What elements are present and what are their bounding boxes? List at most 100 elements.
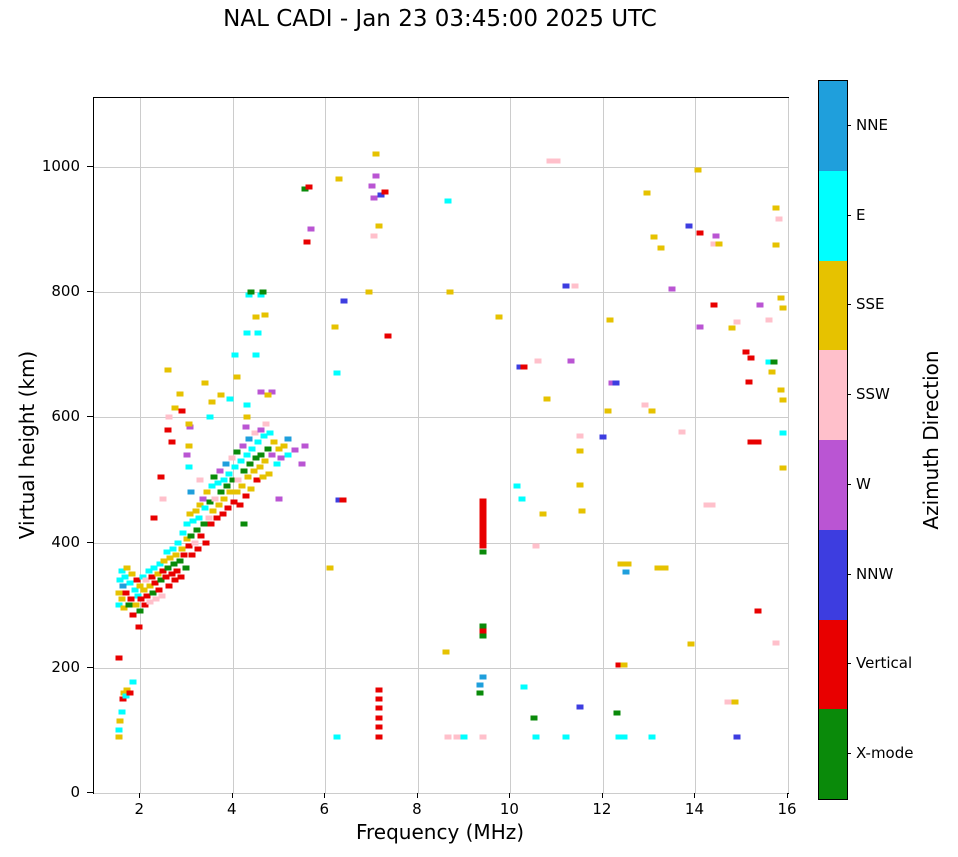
echo-point	[224, 505, 232, 511]
echo-point	[280, 443, 288, 448]
colorbar-segment-vertical	[819, 619, 847, 710]
gridline-y	[94, 166, 788, 168]
colorbar-category-label: Vertical	[856, 654, 913, 673]
echo-point	[159, 496, 167, 502]
echo-point	[143, 593, 151, 599]
echo-point	[119, 583, 127, 589]
gridline-x	[695, 98, 697, 793]
echo-point	[176, 391, 184, 397]
echo-point	[197, 533, 205, 539]
echo-point	[754, 439, 762, 445]
echo-point	[165, 414, 173, 420]
echo-point	[756, 302, 764, 308]
echo-point	[624, 561, 632, 567]
echo-point	[120, 605, 128, 611]
colorbar-tick-mark	[847, 753, 851, 755]
echo-point	[733, 319, 741, 325]
colorbar-axis-label: Azimuth Direction	[919, 350, 943, 530]
colorbar-segment-nnw	[819, 529, 847, 620]
colorbar	[818, 80, 848, 800]
echo-point	[620, 662, 628, 668]
echo-point	[193, 527, 201, 533]
echo-point	[576, 704, 584, 710]
echo-point	[772, 205, 780, 211]
echo-point	[384, 333, 392, 339]
echo-point	[266, 430, 274, 436]
echo-point	[576, 433, 584, 439]
colorbar-tick-mark	[847, 304, 851, 306]
echo-point	[245, 292, 253, 298]
echo-point	[460, 734, 468, 740]
echo-point	[479, 513, 487, 519]
echo-point	[685, 223, 693, 229]
echo-point	[375, 696, 383, 702]
echo-point	[284, 436, 292, 442]
echo-point	[206, 414, 214, 420]
echo-point	[476, 690, 484, 696]
echo-point	[195, 515, 203, 520]
echo-point	[479, 549, 487, 555]
echo-point	[375, 705, 383, 711]
echo-point	[233, 374, 241, 380]
echo-point	[250, 468, 258, 474]
x-tick-label: 6	[319, 800, 330, 818]
echo-point	[122, 590, 130, 596]
gridline-x	[325, 98, 327, 793]
echo-point	[146, 583, 154, 589]
echo-point	[179, 530, 187, 536]
echo-point	[174, 540, 182, 546]
echo-point	[668, 286, 676, 292]
echo-point	[643, 190, 651, 196]
echo-point	[261, 312, 269, 318]
gridline-y	[94, 667, 788, 669]
echo-point	[214, 480, 222, 486]
echo-point	[372, 151, 380, 157]
echo-point	[178, 546, 186, 552]
echo-point	[479, 633, 487, 639]
echo-point	[442, 649, 450, 655]
echo-point	[187, 533, 195, 539]
echo-point	[370, 195, 378, 201]
echo-point	[199, 496, 207, 502]
echo-point	[226, 489, 234, 495]
echo-point	[185, 543, 193, 549]
echo-point	[185, 421, 193, 427]
echo-point	[183, 521, 191, 527]
echo-point	[444, 734, 452, 740]
y-tick-label: 0	[70, 783, 80, 801]
echo-point	[301, 186, 308, 192]
echo-point	[225, 471, 233, 477]
y-tick-mark	[87, 792, 93, 793]
echo-point	[265, 471, 273, 477]
echo-point	[178, 408, 186, 414]
echo-point	[650, 234, 658, 240]
x-tick-label: 12	[592, 800, 612, 818]
echo-point	[183, 536, 191, 542]
echo-point	[303, 239, 311, 245]
echo-point	[340, 298, 348, 304]
echo-point	[230, 499, 238, 505]
echo-point	[747, 439, 755, 445]
echo-point	[146, 599, 154, 605]
gridline-y	[94, 292, 788, 294]
echo-point	[188, 552, 196, 558]
echo-point	[275, 446, 283, 452]
echo-point	[335, 497, 343, 503]
colorbar-category-label: X-mode	[856, 744, 914, 763]
echo-point	[261, 458, 269, 464]
echo-point	[715, 241, 723, 247]
echo-point	[150, 515, 158, 520]
echo-point	[260, 433, 268, 439]
echo-point	[599, 434, 607, 440]
echo-point	[546, 158, 554, 164]
echo-point	[191, 540, 199, 546]
echo-point	[115, 602, 123, 608]
x-tick-mark	[601, 793, 603, 798]
echo-point	[578, 508, 586, 514]
echo-point	[777, 387, 785, 393]
echo-point	[182, 565, 190, 571]
echo-point	[201, 380, 209, 386]
echo-point	[120, 690, 128, 696]
echo-point	[370, 233, 378, 239]
